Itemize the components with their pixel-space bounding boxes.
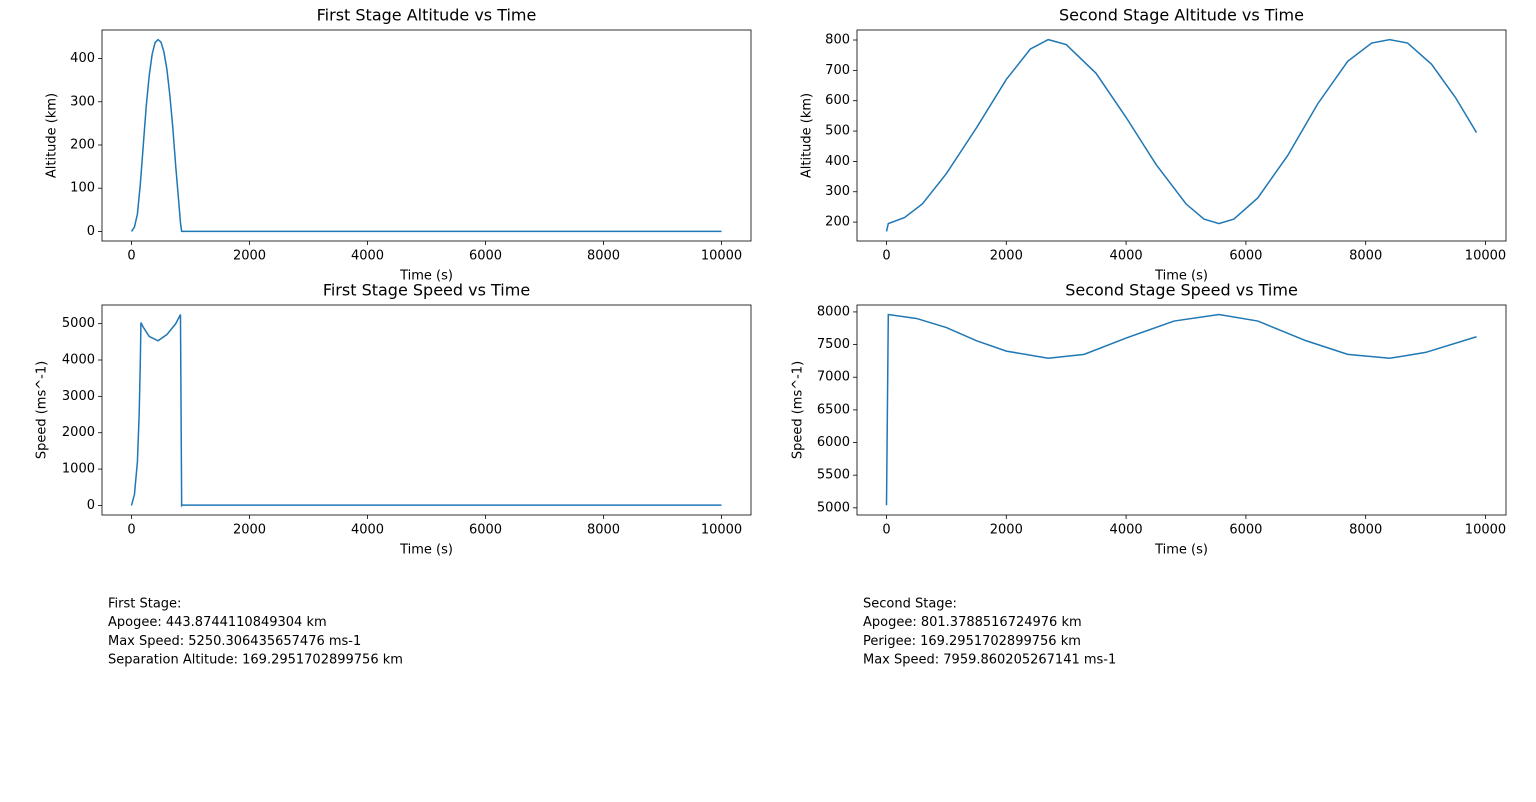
y-tick-label: 1000 [62, 462, 95, 477]
x-tick-label: 6000 [1229, 523, 1262, 538]
summary-line: Perigee: 169.2951702899756 km [863, 634, 1081, 649]
chart-title: Second Stage Speed vs Time [1065, 281, 1298, 300]
x-axis-label: Time (s) [1154, 543, 1208, 558]
axes-frame [856, 29, 1507, 242]
y-tick-label: 200 [825, 215, 850, 230]
y-tick-label: 0 [87, 498, 95, 513]
y-axis-label: Speed (ms^-1) [791, 361, 806, 459]
summary-line: Apogee: 801.3788516724976 km [863, 615, 1082, 630]
x-tick-label: 0 [882, 523, 890, 538]
x-tick-label: 10000 [1465, 523, 1506, 538]
y-tick-label: 800 [825, 33, 850, 48]
x-tick-label: 10000 [701, 523, 742, 538]
y-tick-label: 6500 [817, 402, 850, 417]
axes-frame [101, 304, 752, 516]
x-axis-label: Time (s) [399, 269, 453, 284]
summary-line: Max Speed: 7959.860205267141 ms-1 [863, 653, 1116, 668]
data-line [885, 38, 1478, 232]
y-tick-label: 8000 [817, 304, 850, 319]
y-tick-label: 100 [70, 181, 95, 196]
x-tick-label: 0 [882, 249, 890, 264]
x-tick-label: 4000 [1110, 249, 1143, 264]
x-tick-label: 4000 [1110, 523, 1143, 538]
x-tick-label: 2000 [233, 249, 266, 264]
summary-line: Apogee: 443.8744110849304 km [108, 615, 327, 630]
y-tick-label: 0 [87, 224, 95, 239]
x-tick-label: 8000 [587, 249, 620, 264]
data-line [885, 313, 1477, 506]
chart-title: First Stage Altitude vs Time [317, 6, 537, 25]
axes-frame [101, 29, 752, 242]
y-axis-label: Altitude (km) [800, 93, 815, 178]
data-line [130, 38, 722, 233]
x-tick-label: 2000 [233, 523, 266, 538]
x-axis-label: Time (s) [399, 543, 453, 558]
x-tick-label: 2000 [990, 249, 1023, 264]
chart-title: First Stage Speed vs Time [323, 281, 530, 300]
y-tick-label: 7000 [817, 370, 850, 385]
x-tick-label: 0 [127, 523, 135, 538]
summary-line: Second Stage: [863, 597, 957, 612]
data-line [130, 314, 722, 508]
x-tick-label: 8000 [587, 523, 620, 538]
y-axis-label: Altitude (km) [45, 93, 60, 178]
y-tick-label: 300 [825, 184, 850, 199]
x-tick-label: 10000 [1465, 249, 1506, 264]
x-tick-label: 6000 [469, 249, 502, 264]
x-tick-label: 2000 [990, 523, 1023, 538]
y-tick-label: 600 [825, 93, 850, 108]
y-tick-label: 400 [70, 51, 95, 66]
y-tick-label: 400 [825, 154, 850, 169]
x-axis-label: Time (s) [1154, 269, 1208, 284]
y-tick-label: 300 [70, 94, 95, 109]
x-tick-label: 4000 [351, 249, 384, 264]
summary-line: First Stage: [108, 597, 181, 612]
y-tick-label: 5500 [817, 468, 850, 483]
axes-frame [856, 304, 1507, 516]
y-tick-label: 3000 [62, 389, 95, 404]
x-tick-label: 6000 [1229, 249, 1262, 264]
y-tick-label: 5000 [62, 316, 95, 331]
chart-title: Second Stage Altitude vs Time [1059, 6, 1304, 25]
y-axis-label: Speed (ms^-1) [35, 361, 50, 459]
x-tick-label: 6000 [469, 523, 502, 538]
y-tick-label: 2000 [62, 425, 95, 440]
y-tick-label: 700 [825, 63, 850, 78]
y-tick-label: 500 [825, 124, 850, 139]
x-tick-label: 8000 [1349, 249, 1382, 264]
x-tick-label: 10000 [701, 249, 742, 264]
summary-line: Separation Altitude: 169.2951702899756 k… [108, 653, 403, 668]
x-tick-label: 0 [127, 249, 135, 264]
y-tick-label: 5000 [817, 500, 850, 515]
x-tick-label: 8000 [1349, 523, 1382, 538]
summary-line: Max Speed: 5250.306435657476 ms-1 [108, 634, 361, 649]
y-tick-label: 200 [70, 137, 95, 152]
y-tick-label: 4000 [62, 353, 95, 368]
x-tick-label: 4000 [351, 523, 384, 538]
y-tick-label: 6000 [817, 435, 850, 450]
y-tick-label: 7500 [817, 337, 850, 352]
